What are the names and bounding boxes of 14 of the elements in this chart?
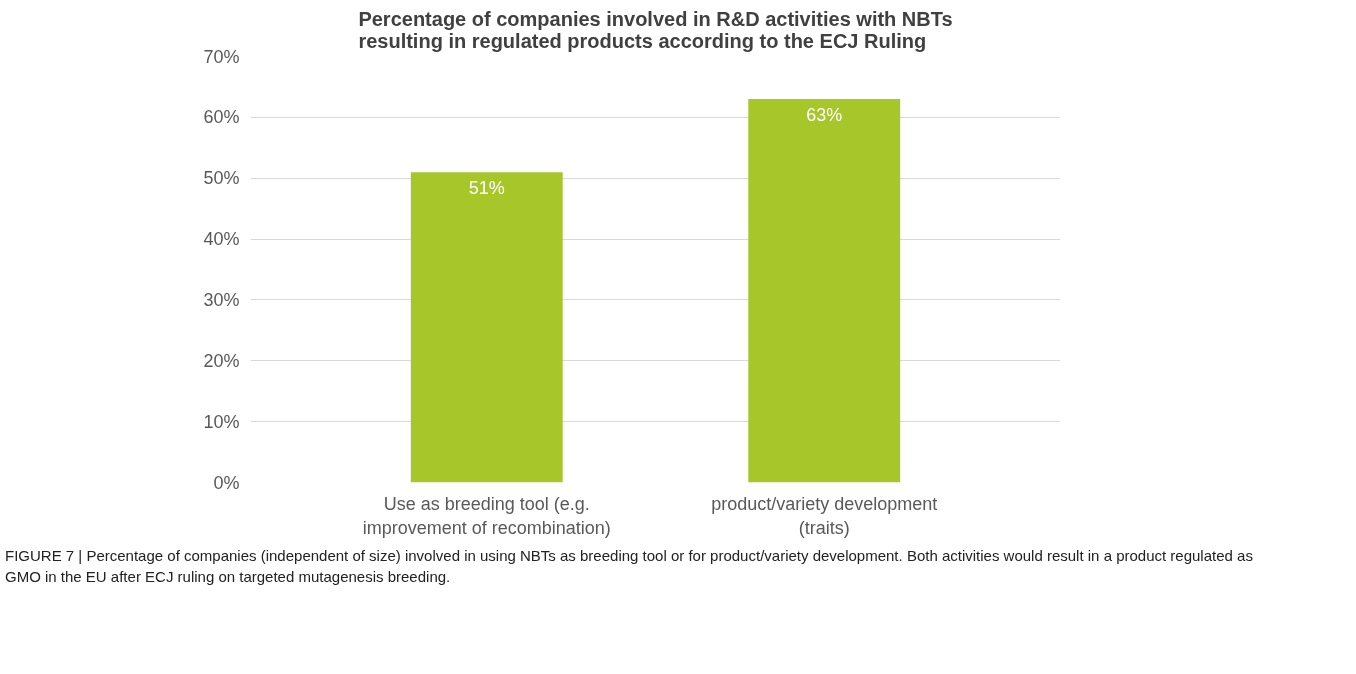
chart-title: Percentage of companies involved in R&D activities with NBTs resulting in regulated products according to the ECJ Ruling <box>358 7 953 52</box>
y-tick-label: 60% <box>203 107 240 128</box>
y-tick-label: 50% <box>203 168 240 189</box>
y-tick-label: 0% <box>213 472 240 493</box>
y-tick-label: 10% <box>203 411 240 432</box>
y-tick-label: 20% <box>203 350 240 371</box>
y-tick-label: 70% <box>203 46 240 67</box>
x-tick-label: product/variety development (traits) <box>711 493 938 538</box>
y-tick-label: 30% <box>203 289 240 310</box>
y-tick-label: 40% <box>203 229 240 250</box>
data-label: 63% <box>806 105 843 126</box>
caption: FIGURE 7 | Percentage of companies (independent of size) involved in using NBTs as breeding tool or for product/variety development. Both activities would result in a product regulated as GMO in the EU after ECJ ruling on targeted mutagenesis breeding. <box>5 546 1254 588</box>
data-label: 51% <box>468 178 505 199</box>
x-tick-label: Use as breeding tool (e.g. improvement of recombination) <box>362 493 611 538</box>
